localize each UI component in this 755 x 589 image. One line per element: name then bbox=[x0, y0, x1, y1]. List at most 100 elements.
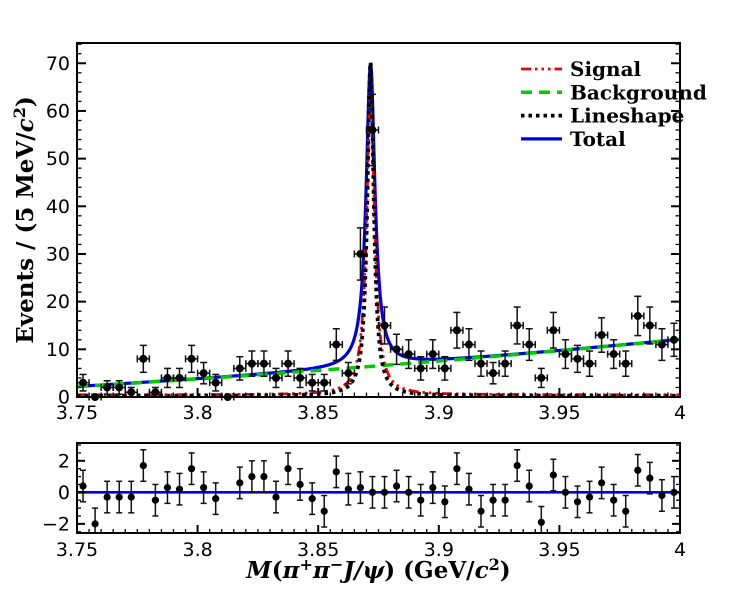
pull-point bbox=[610, 483, 618, 517]
pull-point bbox=[151, 483, 159, 517]
main-y-tick-label: 60 bbox=[46, 100, 70, 122]
pull-point bbox=[332, 455, 340, 489]
data-point bbox=[594, 317, 609, 353]
pull-point bbox=[417, 483, 425, 517]
pull-y-tick-label: 0 bbox=[58, 482, 70, 504]
data-point bbox=[353, 227, 368, 281]
pull-point bbox=[598, 466, 606, 500]
pull-point bbox=[405, 475, 413, 509]
pull-point bbox=[320, 494, 328, 528]
main-y-tick-label: 30 bbox=[46, 243, 70, 265]
data-point bbox=[124, 386, 139, 398]
data-point bbox=[365, 93, 380, 167]
pull-point bbox=[187, 452, 196, 486]
pull-x-tick-label: 3.75 bbox=[56, 539, 98, 561]
data-points bbox=[76, 93, 681, 401]
lineshape-curve bbox=[77, 62, 680, 397]
data-point bbox=[281, 350, 295, 377]
pull-point bbox=[103, 480, 111, 514]
main-x-tick-label: 3.95 bbox=[538, 402, 580, 424]
pull-point bbox=[429, 471, 437, 505]
pull-point bbox=[561, 475, 570, 509]
data-point bbox=[655, 327, 669, 362]
pull-point bbox=[585, 480, 594, 514]
main-y-tick-label: 70 bbox=[46, 53, 70, 75]
data-point bbox=[136, 344, 151, 374]
pull-point bbox=[248, 460, 256, 494]
pull-point bbox=[284, 452, 292, 486]
data-point bbox=[208, 373, 223, 392]
legend-label: Lineshape bbox=[570, 104, 684, 128]
pull-x-tick-label: 3.9 bbox=[424, 539, 454, 561]
data-point bbox=[474, 350, 488, 377]
x-axis-title: M(π+π−J/ψ) (GeV/c2) bbox=[245, 555, 510, 584]
pull-point bbox=[236, 466, 244, 500]
data-point bbox=[317, 373, 332, 392]
pull-point bbox=[368, 475, 377, 509]
pull-point bbox=[441, 485, 449, 519]
data-point bbox=[498, 350, 512, 377]
data-point bbox=[546, 311, 561, 349]
data-point bbox=[618, 350, 633, 377]
main-x-tick-label: 3.75 bbox=[56, 402, 98, 424]
main-y-tick-label: 40 bbox=[46, 196, 70, 218]
pull-point bbox=[525, 469, 533, 503]
pull-plot: −2 0 2 3.75 3.8 3.85 3.9 3.95 4 bbox=[42, 442, 686, 561]
pull-point bbox=[646, 461, 654, 495]
pull-x-tick-label: 3.95 bbox=[538, 539, 580, 561]
pull-point bbox=[200, 471, 208, 505]
y-axis-title: Events / (5 MeV/c2) bbox=[10, 96, 39, 344]
pull-point bbox=[308, 482, 316, 516]
legend-item-signal: Signal bbox=[521, 57, 642, 81]
pull-point bbox=[139, 449, 147, 483]
pull-point bbox=[260, 460, 268, 494]
pull-point bbox=[453, 452, 461, 486]
pull-point bbox=[380, 475, 389, 509]
pull-point bbox=[622, 494, 630, 528]
pull-point bbox=[513, 449, 521, 483]
pull-point bbox=[573, 485, 582, 519]
data-point bbox=[160, 367, 175, 389]
data-point bbox=[245, 350, 259, 377]
main-y-tick-label: 10 bbox=[46, 339, 70, 361]
pull-point bbox=[658, 478, 666, 512]
pull-point bbox=[212, 482, 220, 516]
data-point bbox=[413, 355, 428, 381]
data-point bbox=[667, 322, 681, 358]
legend-label: Background bbox=[570, 80, 707, 104]
data-point bbox=[522, 327, 537, 362]
pull-point bbox=[163, 471, 172, 505]
data-point bbox=[341, 361, 356, 385]
data-point bbox=[329, 327, 344, 362]
data-point bbox=[606, 339, 621, 370]
data-point bbox=[305, 373, 319, 392]
data-point bbox=[184, 344, 199, 374]
pull-point bbox=[634, 453, 642, 487]
data-point bbox=[510, 306, 524, 345]
legend-item-total: Total bbox=[521, 127, 626, 151]
data-point bbox=[534, 367, 549, 389]
pull-point bbox=[465, 472, 473, 506]
legend-item-lineshape: Lineshape bbox=[521, 104, 684, 128]
data-point bbox=[293, 367, 307, 389]
main-y-tick-label: 0 bbox=[58, 387, 70, 409]
pull-y-tick-label: −2 bbox=[42, 513, 70, 535]
pull-x-tick-label: 3.85 bbox=[297, 539, 339, 561]
pull-point bbox=[489, 483, 497, 517]
pull-points bbox=[79, 449, 678, 534]
data-point bbox=[257, 350, 271, 377]
data-point bbox=[425, 339, 440, 370]
data-point bbox=[486, 361, 500, 385]
pull-point bbox=[392, 469, 401, 503]
pull-point bbox=[175, 472, 184, 506]
pull-point bbox=[501, 483, 509, 517]
data-point bbox=[377, 306, 392, 345]
main-y-tick-label: 20 bbox=[46, 291, 70, 313]
pull-point bbox=[272, 480, 280, 514]
data-point bbox=[462, 327, 476, 362]
